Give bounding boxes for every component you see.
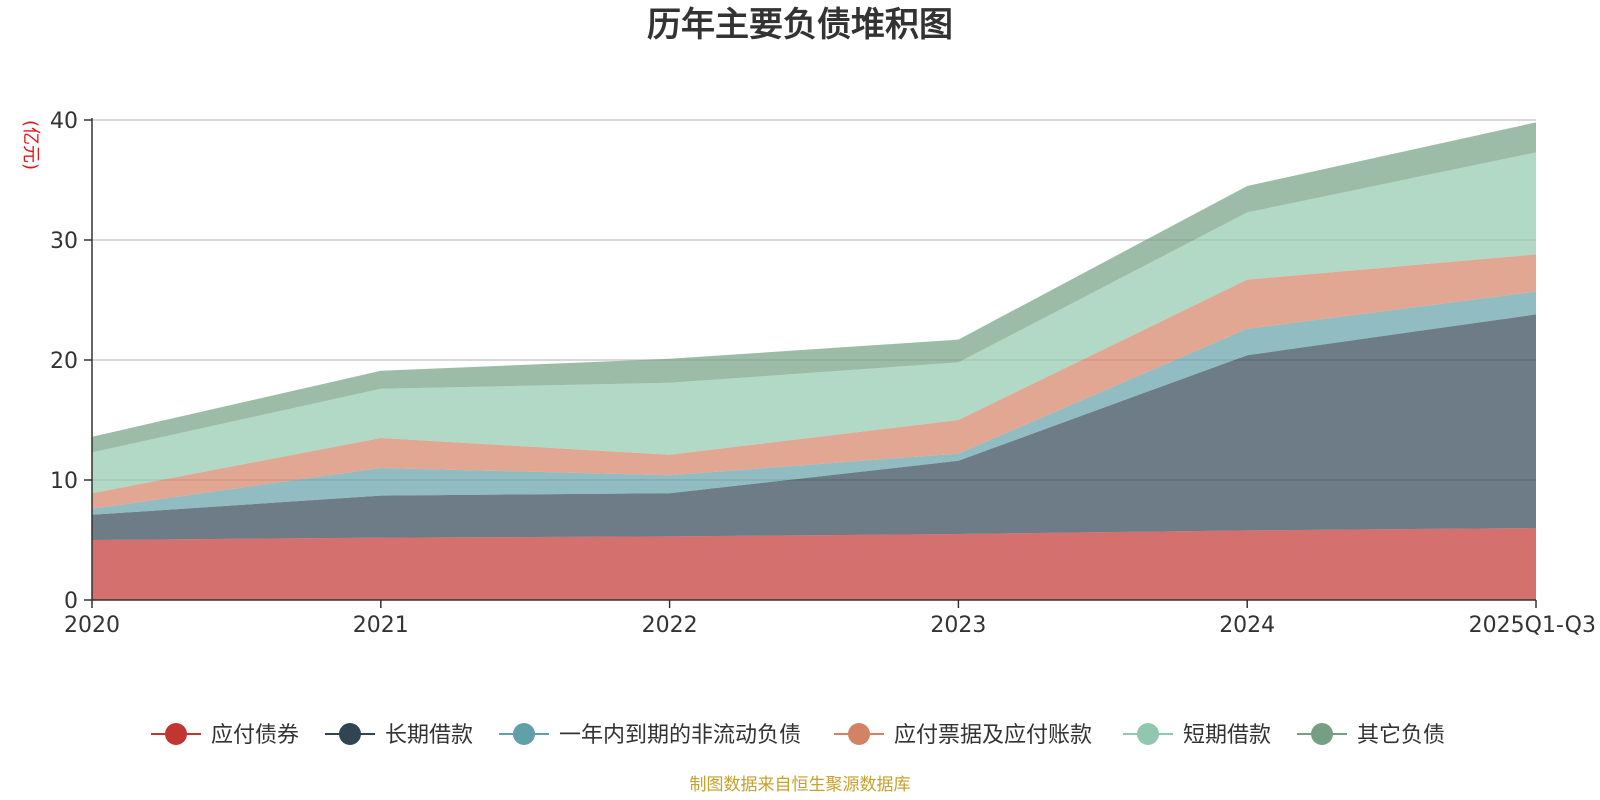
legend[interactable]: 应付债券 长期借款 一年内到期的非流动负债 应付票据及应付账款 短期借款 其它负债 [151, 723, 1445, 748]
legend-item-3[interactable]: 一年内到期的非流动负债 [499, 723, 801, 748]
legend-label: 应付债券 [211, 723, 299, 748]
legend-label: 其它负债 [1357, 723, 1445, 748]
legend-item-6[interactable]: 其它负债 [1297, 723, 1445, 748]
legend-marker-icon [165, 723, 187, 745]
legend-label: 长期借款 [385, 723, 473, 748]
area-series-1 [92, 528, 1536, 600]
area-series-5 [92, 152, 1536, 494]
legend-marker-icon [848, 723, 870, 745]
y-tick-label: 20 [50, 349, 78, 374]
x-tick-label: 2022 [642, 613, 698, 638]
legend-label: 一年内到期的非流动负债 [559, 723, 801, 748]
area-series-2 [92, 314, 1536, 540]
x-tick-label: 2021 [353, 613, 409, 638]
x-tick-label: 2020 [64, 613, 120, 638]
y-tick-label: 30 [50, 229, 78, 254]
y-tick-label: 10 [50, 469, 78, 494]
legend-marker-icon [339, 723, 361, 745]
legend-item-5[interactable]: 短期借款 [1123, 723, 1271, 748]
legend-marker-icon [1137, 723, 1159, 745]
x-tick-label: 2024 [1219, 613, 1275, 638]
legend-item-2[interactable]: 长期借款 [325, 723, 473, 748]
y-tick-label: 40 [50, 109, 78, 134]
chart-title: 历年主要负债堆积图 [647, 5, 953, 45]
area-series-3 [92, 291, 1536, 515]
y-tick-label: 0 [64, 589, 78, 614]
area-series-4 [92, 254, 1536, 509]
area-series-layer [92, 122, 1536, 600]
x-tick-label: 2025Q1-Q3 [1469, 613, 1596, 638]
y-axis-unit: (亿元) [20, 120, 41, 170]
area-series-6 [92, 122, 1536, 453]
x-tick-label: 2023 [930, 613, 986, 638]
legend-label: 应付票据及应付账款 [894, 723, 1092, 748]
legend-item-1[interactable]: 应付债券 [151, 723, 299, 748]
axes: 0 10 20 30 40 2020 2021 2022 2023 2024 2025Q1-Q3 [50, 109, 1596, 638]
legend-marker-icon [513, 723, 535, 745]
source-note: 制图数据来自恒生聚源数据库 [690, 775, 911, 795]
legend-label: 短期借款 [1183, 723, 1271, 748]
legend-marker-icon [1311, 723, 1333, 745]
legend-item-4[interactable]: 应付票据及应付账款 [834, 723, 1092, 748]
